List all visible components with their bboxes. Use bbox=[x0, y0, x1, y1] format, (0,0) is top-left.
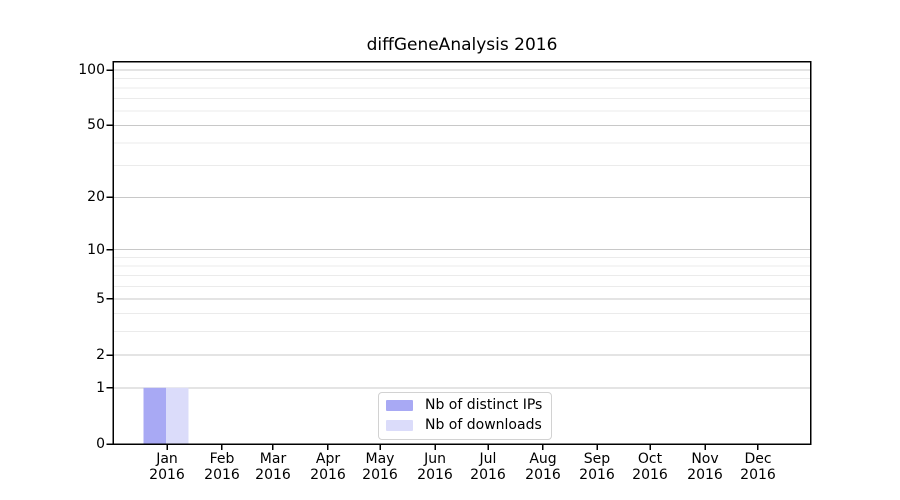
y-tick-label: 50 bbox=[87, 117, 105, 133]
bar-nb-of-distinct-ips-jan-2016 bbox=[143, 387, 166, 444]
y-tick-label: 2 bbox=[96, 347, 105, 363]
y-tick-label: 20 bbox=[87, 189, 105, 205]
x-tick-label: Sep 2016 bbox=[579, 451, 615, 483]
x-tick-label: Mar 2016 bbox=[255, 451, 291, 483]
x-tick-label: Nov 2016 bbox=[687, 451, 723, 483]
chart-title: diffGeneAnalysis 2016 bbox=[366, 35, 558, 55]
x-tick-label: Jul 2016 bbox=[470, 451, 506, 483]
x-tick-label: Oct 2016 bbox=[632, 451, 668, 483]
plot-border bbox=[112, 60, 812, 445]
x-tick-label: May 2016 bbox=[362, 451, 398, 483]
legend-label-downloads: Nb of downloads bbox=[425, 417, 542, 433]
legend-item-downloads: Nb of downloads bbox=[386, 418, 542, 433]
x-tick-label: Aug 2016 bbox=[525, 451, 561, 483]
y-tick-label: 1 bbox=[96, 380, 105, 396]
x-tick-label: Dec 2016 bbox=[740, 451, 776, 483]
x-tick-label: Feb 2016 bbox=[204, 451, 240, 483]
x-tick-label: Jun 2016 bbox=[417, 451, 453, 483]
legend-swatch-downloads bbox=[386, 420, 413, 431]
y-tick-label: 10 bbox=[87, 242, 105, 258]
legend-label-distinct-ips: Nb of distinct IPs bbox=[425, 397, 543, 413]
x-tick-label: Jan 2016 bbox=[149, 451, 185, 483]
legend: Nb of distinct IPs Nb of downloads bbox=[378, 392, 553, 440]
x-tick-label: Apr 2016 bbox=[310, 451, 346, 483]
y-tick-label: 5 bbox=[96, 291, 105, 307]
y-tick-label: 0 bbox=[96, 436, 105, 452]
legend-item-distinct-ips: Nb of distinct IPs bbox=[386, 398, 542, 413]
y-tick-label: 100 bbox=[78, 62, 105, 78]
legend-swatch-distinct-ips bbox=[386, 400, 413, 411]
bar-nb-of-downloads-jan-2016 bbox=[166, 387, 189, 444]
